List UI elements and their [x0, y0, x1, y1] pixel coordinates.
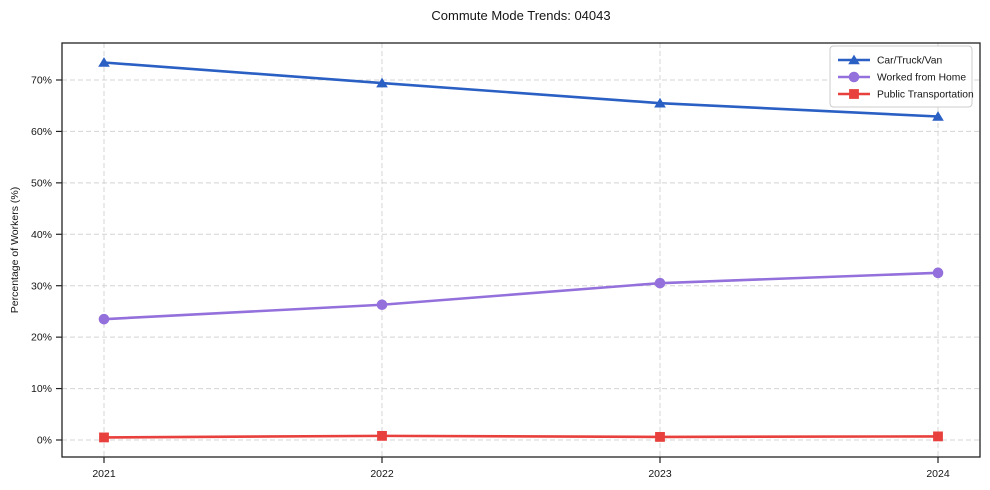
- y-tick-label: 20%: [31, 332, 52, 344]
- y-tick-label: 40%: [31, 229, 52, 241]
- legend-label-car-truck-van: Car/Truck/Van: [877, 56, 943, 67]
- series-marker-car-truck-van: [654, 97, 666, 108]
- x-tick-label: 2021: [92, 468, 116, 480]
- plot-frame: [61, 42, 981, 458]
- series-marker-public-transportation: [655, 432, 665, 442]
- series-marker-car-truck-van: [932, 111, 944, 121]
- series-line-car-truck-van: [102, 61, 940, 118]
- legend-marker-worked-from-home: [848, 71, 860, 83]
- series-line-public-transportation: [102, 434, 940, 439]
- data-series: [98, 57, 944, 443]
- chart-title: Commute Mode Trends: 04043: [431, 8, 611, 23]
- y-tick-label: 0%: [37, 435, 52, 447]
- gridlines: [62, 43, 980, 457]
- series-marker-worked-from-home: [654, 277, 666, 289]
- y-tick-label: 70%: [31, 75, 52, 87]
- series-marker-car-truck-van: [98, 57, 110, 67]
- series-marker-public-transportation: [377, 430, 387, 441]
- y-tick-label: 60%: [31, 126, 52, 138]
- legend: Car/Truck/Van Worked from Home Public Tran…: [829, 45, 974, 108]
- x-tick-label: 2023: [648, 468, 672, 480]
- series-marker-public-transportation: [933, 431, 943, 442]
- y-tick-label: 30%: [31, 280, 52, 292]
- x-tick-label: 2022: [370, 468, 394, 480]
- legend-marker-car-truck-van: [848, 54, 860, 65]
- series-marker-worked-from-home: [98, 313, 110, 325]
- series-line-worked-from-home: [102, 271, 940, 321]
- y-tick-label: 10%: [31, 383, 52, 395]
- series-marker-worked-from-home: [376, 299, 388, 311]
- series-marker-car-truck-van: [376, 77, 388, 88]
- y-tick-label: 50%: [31, 177, 52, 189]
- legend-label-worked-from-home: Worked from Home: [877, 73, 966, 84]
- x-tick-label: 2024: [926, 468, 950, 480]
- legend-label-public-transportation: Public Transportation: [877, 90, 974, 101]
- legend-marker-public-transportation: [849, 89, 859, 99]
- series-marker-worked-from-home: [932, 267, 944, 279]
- series-marker-public-transportation: [99, 432, 109, 443]
- axes: 0% 10% 20% 30% 40% 50% 60% 70% 2021 2022 2023 2024: [31, 42, 981, 480]
